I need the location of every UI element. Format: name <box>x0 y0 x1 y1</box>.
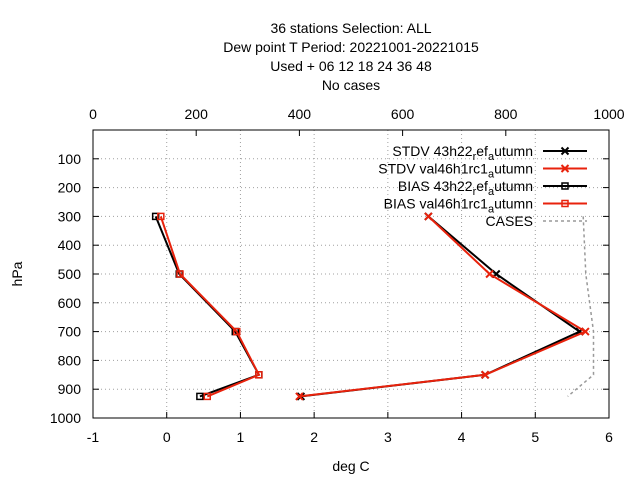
series-stdv-43h22-ref-autumn <box>296 212 584 401</box>
legend-label-part: utumn <box>494 178 533 194</box>
chart-title: 36 stations Selection: ALL Dew point T Pe… <box>223 20 479 93</box>
y-tick-label: 800 <box>58 352 82 368</box>
x2-tick-label: 800 <box>494 106 518 122</box>
series-cases <box>567 216 595 397</box>
x-axis-label: deg C <box>332 458 369 474</box>
legend-label: BIAS val46h1rc1autumn <box>384 196 533 216</box>
data-point-square <box>561 182 569 190</box>
legend-item: BIAS 43h22refautumn <box>398 178 587 198</box>
x-tick-label: 3 <box>384 429 392 445</box>
series-stdv-val46h1rc1-autumn <box>295 212 590 401</box>
legend-item: CASES <box>486 213 587 229</box>
data-point-square <box>203 392 212 401</box>
x-tick-label: 0 <box>163 429 171 445</box>
data-point-square <box>232 327 241 336</box>
x2-tick-label: 600 <box>391 106 415 122</box>
x2-tick-label: 200 <box>185 106 209 122</box>
legend-label: STDV val46h1rc1autumn <box>378 161 533 181</box>
grid <box>93 130 609 418</box>
legend-label-main: BIAS val46h1rc1 <box>384 196 488 212</box>
x-tick-label: 5 <box>531 429 539 445</box>
data-point-square <box>151 212 160 221</box>
data-point-x <box>560 164 570 173</box>
legend-label-part: a <box>488 151 495 163</box>
legend-label: BIAS 43h22refautumn <box>398 178 533 198</box>
data-point-x <box>581 327 590 336</box>
x2-tick-label: 1000 <box>593 106 624 122</box>
legend-label-part: ef <box>476 178 488 194</box>
x2-tick-label: 0 <box>89 106 97 122</box>
x-tick-label: 6 <box>605 429 613 445</box>
x-tick-label: -1 <box>87 429 100 445</box>
data-point-x <box>480 370 490 380</box>
legend-label: CASES <box>486 213 533 229</box>
x-tick-label: 1 <box>237 429 245 445</box>
x2-tick-label: 400 <box>288 106 312 122</box>
title-line: No cases <box>322 77 380 93</box>
data-point-x <box>295 392 304 401</box>
legend-label-main: BIAS 43h22 <box>398 178 473 194</box>
legend-label-part: a <box>488 204 495 216</box>
series-line <box>154 216 261 398</box>
legend-label: STDV 43h22refautumn <box>392 143 533 163</box>
series-bias-val46h1rc1-autumn <box>157 212 263 401</box>
series-line <box>159 216 261 398</box>
data-point-square <box>176 270 184 278</box>
legend-item: BIAS val46h1rc1autumn <box>384 196 587 216</box>
y-tick-label: 900 <box>58 381 82 397</box>
title-line: Dew point T Period: 20221001-20221015 <box>223 39 479 55</box>
legend-label-part: utumn <box>494 161 533 177</box>
y-tick-label: 700 <box>58 324 82 340</box>
y-tick-label: 600 <box>58 295 82 311</box>
series-line <box>300 215 582 398</box>
y-tick-label: 400 <box>58 237 82 253</box>
legend-label-main: STDV 43h22 <box>392 143 472 159</box>
data-point-square <box>561 199 569 208</box>
series-line <box>567 216 595 397</box>
legend-label-part: utumn <box>494 196 533 212</box>
y-tick-label: 300 <box>58 208 82 224</box>
legend-label-part: ef <box>476 143 488 159</box>
legend-label-main: CASES <box>486 213 533 229</box>
legend-label-part: utumn <box>494 143 533 159</box>
x-tick-label: 2 <box>310 429 318 445</box>
axis-ticks: -1 0 1 2 3 4 5 6 0 200 400 600 800 1000 100 200 300 400 50… <box>50 106 625 445</box>
legend-item: STDV 43h22refautumn <box>392 143 587 163</box>
x-tick-label: 4 <box>458 429 466 445</box>
data-point-x <box>560 146 570 156</box>
data-point-square <box>255 371 263 379</box>
y-tick-label: 200 <box>58 180 82 196</box>
series <box>151 212 595 401</box>
title-line: 36 stations Selection: ALL <box>270 20 431 36</box>
data-point-square <box>157 212 165 221</box>
legend-label-part: a <box>488 169 495 181</box>
title-line: Used + 06 12 18 24 36 48 <box>270 58 432 74</box>
legend-label-part: r <box>473 151 477 163</box>
legend-item: STDV val46h1rc1autumn <box>378 161 587 181</box>
series-line <box>299 215 588 398</box>
data-point-x <box>485 269 494 279</box>
y-tick-label: 500 <box>58 266 82 282</box>
y-tick-label: 100 <box>58 151 82 167</box>
data-point-square <box>196 392 204 401</box>
legend-label-part: r <box>473 186 477 198</box>
legend-label-part: a <box>488 186 495 198</box>
y-tick-label: 1000 <box>50 410 81 426</box>
data-point-x <box>424 212 433 221</box>
legend-label-main: STDV val46h1rc1 <box>378 161 488 177</box>
y-axis-label: hPa <box>9 261 25 286</box>
